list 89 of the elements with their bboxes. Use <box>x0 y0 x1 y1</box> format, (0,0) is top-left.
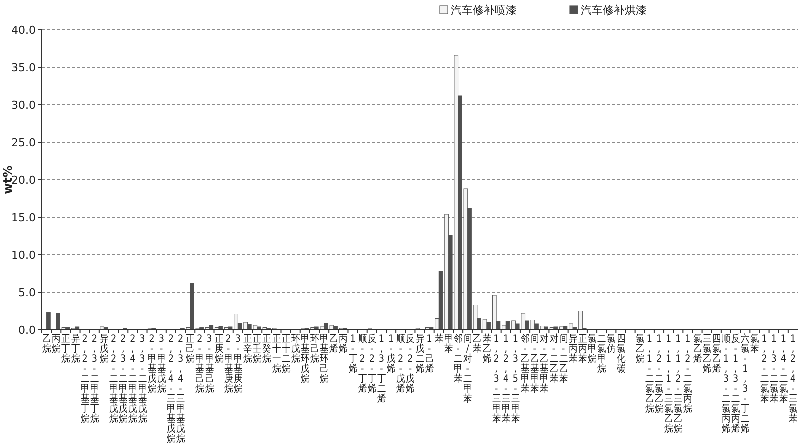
x-tick-label: 反-2-丁烯 <box>368 334 376 396</box>
x-tick-label: 异丁烷 <box>71 334 80 366</box>
category-label: 1,1,1-三氯乙烷 <box>664 334 674 436</box>
x-tick-label: 间-乙基甲苯 <box>530 334 540 396</box>
category-label: 1,2,3-三甲苯 <box>492 334 501 426</box>
x-tick-label: 1,2-二氯乙烷 <box>655 334 664 416</box>
x-tick-label: 异戊二烯 <box>416 334 424 376</box>
x-tick-label: 1,2-二氯丙烷 <box>684 334 692 416</box>
category-label: 2,3,4-三甲基戊烷 <box>176 334 185 444</box>
x-tick-label: 丙烷 <box>52 334 61 356</box>
x-tick-label: 甲基环戊烷 <box>300 334 310 386</box>
x-tick-label: 乙烯 <box>330 334 338 356</box>
x-tick-label: 1-己烯 <box>425 334 434 376</box>
x-tick-label: 邻-乙基甲苯 <box>521 334 530 396</box>
x-tick-label: 2-甲基戊烷 <box>148 334 156 396</box>
y-tick-label: 30.0 <box>12 99 36 112</box>
x-tick-label: 3-甲基己烷 <box>205 334 214 396</box>
x-tick-label: 苯乙烯 <box>482 334 492 366</box>
category-label: 1,2,4-三甲苯 <box>502 334 510 426</box>
x-tick-label: 1-戊烯 <box>387 334 396 376</box>
legend-label: 汽车修补烘漆 <box>581 4 647 17</box>
x-tick-label: 氯甲烷 <box>588 334 596 366</box>
x-tick-label: 正癸烷 <box>262 334 272 366</box>
x-tick-label: 乙苯 <box>473 334 482 356</box>
x-tick-label: 3-甲基戊烷 <box>157 334 166 396</box>
x-tick-label: 1,1-二氯乙烷 <box>645 334 654 416</box>
x-tick-label: 1,2-二氯苯 <box>760 334 769 406</box>
category-label: 2,2-二甲基丁烷 <box>80 334 90 426</box>
x-tick-label: 正己烷 <box>186 334 195 366</box>
category-label: 反-1,3-二氯丙烯 <box>732 334 740 436</box>
category-label: 2,3-二甲基戊烷 <box>119 334 128 426</box>
x-tick-label: 1,3-二氯苯 <box>770 334 778 406</box>
x-tick-label: 正十一烷 <box>272 334 281 376</box>
x-tick-label: 苯 <box>434 334 444 346</box>
category-label: 2,2,4-三甲基戊烷 <box>166 334 176 444</box>
category-label: 1,1,2-三氯乙烷 <box>674 334 683 436</box>
x-tick-label: 间-二乙苯 <box>559 334 568 386</box>
legend-label: 汽车修补喷漆 <box>451 4 517 17</box>
x-tick-label: 二氯甲烷 <box>598 334 606 376</box>
category-label: 1,2,4-三氯苯 <box>789 334 798 426</box>
y-tick-label: 25.0 <box>12 136 36 150</box>
x-tick-label: 1-丁烯 <box>348 334 358 376</box>
y-tick-label: 10.0 <box>12 249 36 262</box>
category-label: 3,3-二甲基戊烷 <box>138 334 147 426</box>
x-tick-label: 丙烯 <box>339 334 348 356</box>
x-tick-label: 氯乙烷 <box>636 334 644 366</box>
x-tick-label: 正丁烷 <box>62 334 70 366</box>
x-tick-label: 正辛烷 <box>244 334 252 366</box>
x-tick-label: 氯仿 <box>606 334 616 356</box>
x-tick-label: 2-甲基己烷 <box>196 334 204 396</box>
x-tick-label: 异丙苯 <box>568 334 578 366</box>
y-tick-label: 15.0 <box>12 212 36 224</box>
category-label: 1,3,5-三甲苯 <box>511 334 520 426</box>
x-tick-label: 正十二烷 <box>282 334 290 376</box>
x-tick-label: 正壬烷 <box>253 334 262 366</box>
category-label: 顺-1,3-二氯丙烯 <box>722 334 730 436</box>
x-tick-label: 正丙苯 <box>578 334 587 366</box>
category-label: 2,2-二甲基戊烷 <box>110 334 118 426</box>
x-tick-label: 间/对-二甲苯 <box>464 334 472 406</box>
x-tick-label: 三氯乙烯 <box>702 334 712 376</box>
y-tick-label: 40.0 <box>12 24 36 37</box>
x-tick-label: 顺-2-戊烯 <box>396 334 406 396</box>
x-tick-label: 正庚烷 <box>214 334 224 366</box>
x-tick-label: 3-甲基庚烷 <box>234 334 242 396</box>
x-tick-label: 2-甲基庚烷 <box>224 334 233 396</box>
x-tick-label: 四氯化碳 <box>616 334 626 376</box>
y-tick-label: 5.0 <box>18 286 36 300</box>
x-tick-label: 反-2-戊烯 <box>406 334 415 396</box>
category-label: 2,3-二甲基丁烷 <box>90 334 99 426</box>
y-tick-label: 35.0 <box>12 62 36 74</box>
x-tick-label: 氯乙烯 <box>693 334 702 366</box>
x-tick-label: 1,4-二氯苯 <box>779 334 788 406</box>
x-tick-label: 1,3-丁二烯 <box>378 334 386 406</box>
x-tick-label: 环己烷 <box>310 334 319 366</box>
y-tick-label: 20.0 <box>12 174 36 187</box>
x-tick-label: 顺-2-丁烯 <box>358 334 367 396</box>
x-tick-label: 甲苯 <box>444 334 453 356</box>
category-label: 2,4-二甲基戊烷 <box>128 334 138 426</box>
y-tick-label: 0.0 <box>18 324 36 337</box>
x-tick-label: 对-乙基甲苯 <box>540 334 549 396</box>
x-tick-label: 异戊烷 <box>100 334 108 366</box>
x-tick-label: 甲基环己烷 <box>320 334 329 386</box>
x-tick-label: 邻-二甲苯 <box>454 334 462 386</box>
x-tick-label: 环戊烷 <box>291 334 300 366</box>
x-tick-label: 对-二乙苯 <box>550 334 558 386</box>
x-tick-label: 乙烷 <box>42 334 51 356</box>
x-tick-label: 四氯乙烯 <box>712 334 721 376</box>
x-tick-label: 氯苯 <box>750 334 760 356</box>
category-label: 六氯-1,3-丁二烯 <box>741 334 750 436</box>
